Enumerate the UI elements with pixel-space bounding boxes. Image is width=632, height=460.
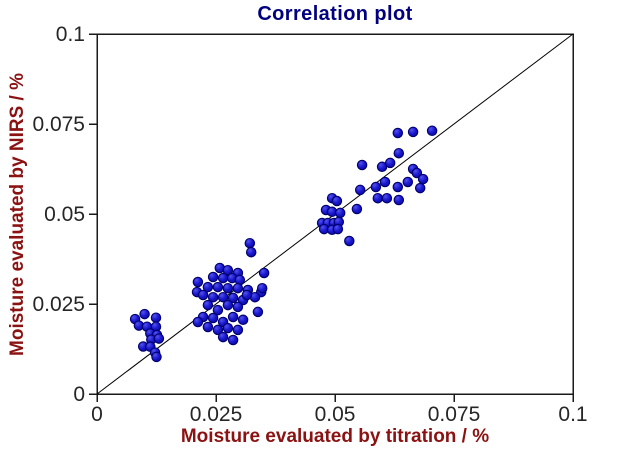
data-point — [252, 306, 264, 318]
y-tick-label: 0 — [73, 383, 85, 406]
data-point — [381, 192, 393, 204]
data-point — [202, 321, 214, 333]
data-point — [227, 311, 239, 323]
data-point — [151, 351, 162, 363]
data-point — [379, 176, 391, 188]
data-point — [153, 333, 165, 344]
data-point — [370, 181, 382, 193]
data-point — [407, 126, 419, 138]
data-point — [411, 167, 423, 179]
data-point — [393, 147, 405, 159]
x-tick-label: 0.1 — [558, 403, 587, 426]
data-point — [332, 223, 344, 235]
data-point — [217, 331, 229, 343]
data-point — [222, 282, 234, 294]
data-point — [244, 237, 256, 249]
data-point — [392, 127, 404, 139]
data-point — [217, 291, 229, 303]
data-point — [227, 292, 239, 304]
data-point — [212, 324, 224, 336]
data-point — [417, 173, 429, 185]
data-point — [212, 304, 224, 316]
data-point — [372, 192, 384, 204]
y-axis-label: Moisture evaluated by NIRS / % — [7, 72, 28, 356]
data-point — [207, 271, 219, 283]
data-point — [384, 157, 396, 169]
data-point — [334, 207, 346, 219]
data-point — [212, 281, 224, 293]
y-tick-label: 0.075 — [32, 113, 85, 136]
data-point — [202, 281, 214, 293]
y-tick-label: 0.025 — [32, 293, 85, 316]
data-point — [227, 334, 239, 346]
data-point — [245, 246, 257, 258]
data-point — [232, 282, 244, 294]
x-tick-label: 0 — [91, 403, 103, 426]
data-point — [414, 182, 426, 194]
data-point — [331, 195, 343, 207]
y-tick-label: 0.1 — [56, 23, 85, 46]
data-point — [344, 235, 355, 247]
data-point — [139, 308, 150, 320]
x-tick-label: 0.025 — [190, 403, 243, 426]
data-point — [402, 176, 414, 188]
y-tick-label: 0.05 — [44, 203, 85, 226]
data-point — [393, 194, 405, 206]
data-point — [258, 267, 270, 279]
data-point — [354, 184, 366, 196]
data-point — [256, 282, 268, 294]
data-point — [351, 203, 363, 215]
data-point — [222, 322, 234, 334]
data-point — [207, 291, 219, 303]
data-point — [232, 324, 244, 336]
data-point — [207, 312, 219, 324]
data-point — [197, 289, 209, 301]
y-axis-label-wrap: Moisture evaluated by NIRS / % — [4, 34, 32, 394]
data-point — [217, 272, 229, 284]
data-point — [222, 264, 234, 276]
data-point — [241, 289, 253, 301]
data-point — [356, 159, 368, 171]
x-axis-label: Moisture evaluated by titration / % — [180, 426, 490, 447]
data-point — [392, 181, 404, 193]
data-point — [192, 276, 204, 288]
data-point — [202, 299, 214, 311]
data-point — [150, 312, 162, 323]
x-tick-label: 0.05 — [315, 403, 356, 426]
data-point — [426, 125, 438, 137]
data-point — [192, 316, 204, 328]
data-point — [232, 301, 244, 313]
data-point — [237, 314, 249, 326]
chart-title: Correlation plot — [257, 3, 413, 25]
data-point — [222, 299, 234, 311]
x-tick-label: 0.075 — [428, 403, 481, 426]
